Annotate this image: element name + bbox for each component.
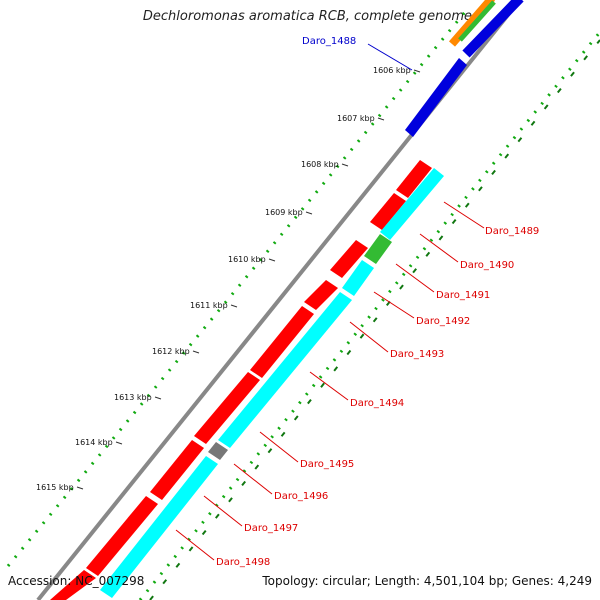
leader-daro-1491	[395, 263, 435, 293]
leader-daro-1489	[443, 201, 485, 229]
gene-forward-5[interactable]	[250, 306, 314, 378]
gene-forward-1[interactable]	[396, 160, 432, 198]
tick-label-1609: 1609 kbp	[265, 208, 303, 217]
gene-reverse-3[interactable]	[218, 292, 352, 448]
gc-dots-inner-2	[149, 39, 600, 600]
gene-daro-1488[interactable]	[405, 58, 467, 137]
label-daro-1493[interactable]: Daro_1493	[390, 349, 444, 360]
forward-genes	[50, 160, 432, 600]
gene-rna-green[interactable]	[364, 234, 392, 264]
gene-forward-8[interactable]	[86, 496, 158, 576]
tick-label-1608: 1608 kbp	[301, 160, 339, 169]
label-daro-1497[interactable]: Daro_1497	[244, 523, 298, 534]
gene-forward-3[interactable]	[330, 240, 368, 278]
tick-mark	[192, 350, 200, 354]
tick-mark	[305, 211, 313, 215]
gene-labels: Daro_1488 Daro_1489 Daro_1490 Daro_1491 …	[216, 36, 539, 568]
tick-mark	[341, 163, 349, 167]
topology-text: Topology: circular	[262, 574, 367, 588]
tick-label-1614: 1614 kbp	[75, 438, 113, 447]
top-green-segment	[458, 0, 496, 42]
leader-daro-1490	[419, 233, 459, 263]
label-daro-1495[interactable]: Daro_1495	[300, 459, 354, 470]
leader-daro-1492	[373, 291, 415, 319]
gene-pseudo-grey[interactable]	[208, 442, 228, 460]
gene-forward-2[interactable]	[370, 193, 406, 230]
label-daro-1488[interactable]: Daro_1488	[302, 36, 356, 47]
label-daro-1494[interactable]: Daro_1494	[350, 398, 404, 409]
leader-daro-1493	[349, 321, 389, 353]
label-daro-1489[interactable]: Daro_1489	[485, 226, 539, 237]
label-daro-1492[interactable]: Daro_1492	[416, 316, 470, 327]
tick-mark	[115, 441, 123, 445]
tick-label-1611: 1611 kbp	[190, 301, 228, 310]
tick-mark	[268, 258, 276, 262]
tick-mark	[230, 304, 238, 308]
tick-label-1615: 1615 kbp	[36, 483, 74, 492]
accession-text: Accession: NC_007298	[8, 574, 145, 588]
leader-daro-1488	[367, 43, 413, 71]
leader-daro-1496	[233, 463, 273, 495]
top-orange-segment	[448, 0, 496, 47]
tick-label-1607: 1607 kbp	[337, 114, 375, 123]
top-blue-segment	[462, 0, 524, 58]
gene-reverse-4[interactable]	[100, 456, 218, 598]
length-text: Length: 4,501,104 bp	[374, 574, 504, 588]
label-leader-lines	[175, 43, 485, 561]
tick-mark	[413, 69, 421, 73]
leader-daro-1498	[175, 529, 215, 561]
gene-forward-4[interactable]	[304, 280, 338, 310]
leader-daro-1495	[259, 431, 299, 463]
gc-dots-inner-1	[138, 31, 600, 600]
genome-title: Dechloromonas aromatica RCB, complete ge…	[142, 9, 472, 24]
tick-label-1612: 1612 kbp	[152, 347, 190, 356]
leader-daro-1497	[203, 495, 243, 527]
gene-forward-9[interactable]	[50, 570, 96, 600]
label-daro-1498[interactable]: Daro_1498	[216, 557, 270, 568]
genome-summary: Topology: circular; Length: 4,501,104 bp…	[262, 574, 592, 588]
gene-reverse-2[interactable]	[342, 260, 374, 296]
tick-label-1610: 1610 kbp	[228, 255, 266, 264]
reverse-genes	[100, 168, 444, 598]
tick-label-1613: 1613 kbp	[114, 393, 152, 402]
tick-label-1606: 1606 kbp	[373, 66, 411, 75]
tick-labels: 1606 kbp 1607 kbp 1608 kbp 1609 kbp 1610…	[36, 66, 411, 492]
tick-mark	[377, 117, 385, 121]
label-daro-1490[interactable]: Daro_1490	[460, 260, 514, 271]
gene-forward-7[interactable]	[150, 440, 204, 500]
label-daro-1491[interactable]: Daro_1491	[436, 290, 490, 301]
leader-daro-1494	[309, 371, 349, 401]
genes-count-text: Genes: 4,249	[511, 574, 592, 588]
gene-reverse-1[interactable]	[380, 168, 444, 240]
gene-forward-6[interactable]	[194, 372, 260, 444]
tick-marks	[76, 69, 421, 490]
gc-dots-outer	[6, 5, 472, 567]
label-daro-1496[interactable]: Daro_1496	[274, 491, 328, 502]
tick-mark	[154, 396, 162, 400]
tick-mark	[76, 486, 84, 490]
